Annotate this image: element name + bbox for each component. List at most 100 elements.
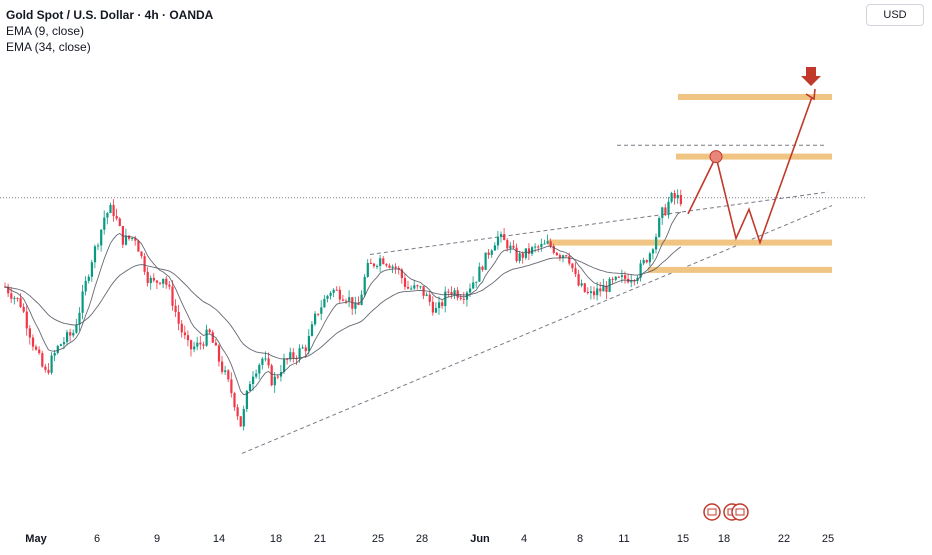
candle-down — [450, 292, 453, 295]
candle-down — [345, 300, 348, 302]
x-tick-label: 18 — [270, 533, 282, 545]
candle-up — [193, 346, 196, 350]
ema-9-legend[interactable]: EMA (9, close) — [6, 24, 85, 38]
candle-up — [62, 342, 66, 345]
candle-down — [41, 353, 44, 367]
x-tick-label: Jun — [470, 533, 490, 545]
candle-up — [496, 236, 500, 246]
candle-up — [534, 246, 537, 248]
currency-button[interactable]: USD — [866, 4, 924, 26]
candle-up — [283, 358, 286, 372]
candle-down — [447, 291, 450, 293]
chart-legend: Gold Spot / U.S. Dollar · 4h · OANDA EMA… — [6, 7, 213, 55]
candle-up — [661, 207, 664, 218]
candle-down — [555, 252, 558, 256]
price-scale[interactable] — [866, 0, 932, 550]
candle-up — [475, 281, 478, 283]
candle-up — [410, 288, 413, 290]
candle-up — [655, 236, 658, 250]
candle-up — [472, 282, 475, 289]
candle-down — [137, 240, 140, 252]
zone-3343 — [648, 266, 832, 273]
candle-down — [35, 346, 38, 350]
candle-down — [400, 269, 403, 279]
candle-up — [543, 243, 546, 245]
candle-up — [264, 358, 267, 360]
x-tick-label: 21 — [314, 533, 326, 545]
candle-up — [59, 344, 62, 346]
candle-up — [109, 204, 112, 214]
candle-down — [416, 285, 419, 287]
candle-up — [97, 245, 100, 247]
candle-down — [230, 379, 233, 394]
candle-down — [10, 293, 13, 299]
projection-arrowhead — [805, 88, 816, 101]
candle-up — [245, 390, 248, 410]
candle-up — [248, 384, 252, 391]
x-tick-label: 28 — [416, 533, 428, 545]
candle-down — [624, 275, 627, 279]
candle-down — [577, 274, 580, 286]
candle-up — [301, 347, 304, 349]
candle-up — [310, 324, 314, 336]
candle-down — [338, 289, 341, 300]
candle-down — [341, 299, 345, 301]
candle-up — [323, 298, 326, 308]
candle-up — [518, 253, 521, 261]
candle-down — [168, 284, 171, 287]
ema-9-line — [4, 211, 682, 396]
candle-down — [152, 277, 155, 281]
candle-down — [221, 361, 224, 372]
candle-up — [546, 241, 549, 244]
candle-down — [506, 240, 509, 249]
candle-down — [227, 370, 230, 380]
candle-down — [599, 288, 602, 292]
candle-down — [549, 241, 552, 247]
candle-down — [69, 332, 72, 336]
candle-up — [531, 247, 534, 254]
candle-down — [31, 337, 35, 347]
x-tick-label: 25 — [822, 533, 834, 545]
x-tick-label: 14 — [213, 533, 225, 545]
candle-up — [354, 302, 357, 309]
candle-up — [320, 307, 323, 314]
candle-up — [13, 297, 16, 299]
candle-up — [438, 302, 441, 309]
candle-down — [527, 248, 531, 254]
candle-up — [252, 376, 255, 385]
candle-down — [134, 237, 137, 241]
candle-up — [124, 235, 128, 245]
candle-down — [28, 328, 31, 338]
x-tick-label: 25 — [372, 533, 384, 545]
candle-down — [605, 285, 608, 292]
candle-up — [540, 243, 543, 248]
candle-up — [490, 250, 493, 255]
x-tick-label: May — [25, 533, 47, 545]
zone-3485 — [676, 153, 832, 160]
candle-down — [304, 347, 307, 352]
candle-down — [394, 266, 397, 269]
candle-up — [434, 308, 438, 313]
candle-down — [537, 246, 540, 248]
candle-down — [270, 365, 273, 386]
candle-up — [478, 266, 481, 282]
candle-down — [7, 286, 10, 294]
candle-down — [174, 305, 177, 313]
candle-up — [162, 278, 165, 284]
candle-down — [574, 268, 577, 275]
candle-up — [307, 335, 310, 352]
candle-up — [500, 234, 503, 237]
candle-down — [481, 266, 484, 270]
candle-up — [391, 266, 394, 268]
candle-down — [611, 278, 614, 280]
candle-down — [155, 280, 159, 283]
candle-up — [509, 245, 512, 249]
candle-up — [72, 332, 75, 336]
symbol-title[interactable]: Gold Spot / U.S. Dollar · 4h · OANDA — [6, 8, 214, 22]
candle-up — [413, 285, 416, 289]
candle-up — [81, 291, 84, 313]
candle-up — [363, 276, 366, 295]
ema-34-legend[interactable]: EMA (34, close) — [6, 40, 91, 54]
